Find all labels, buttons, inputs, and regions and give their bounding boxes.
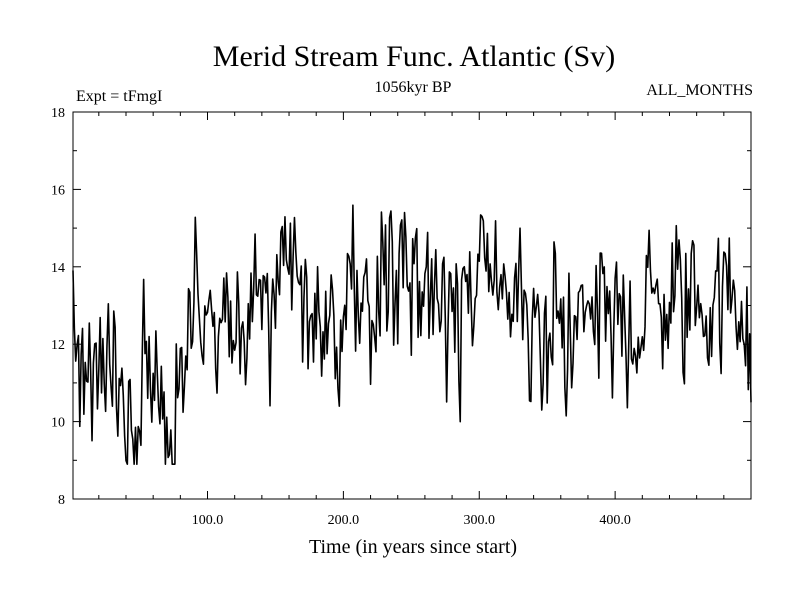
period-label: 1056kyr BP [375, 79, 452, 96]
x-tick-label: 100.0 [192, 513, 224, 528]
experiment-label: Expt = tFmgI [76, 88, 162, 105]
chart-title: Merid Stream Func. Atlantic (Sv) [213, 40, 615, 73]
series-line [72, 204, 752, 465]
x-tick-label: 300.0 [464, 513, 496, 528]
plot-frame [72, 111, 752, 500]
y-tick-label: 10 [51, 416, 65, 431]
x-tick-label: 200.0 [328, 513, 360, 528]
x-axis-label: Time (in years since start) [309, 536, 517, 558]
y-tick-label: 18 [51, 106, 65, 121]
x-tick-label: 400.0 [599, 513, 631, 528]
tick-labels: 8 10 12 14 16 18 100.0 200.0 300.0 400.0 [51, 106, 631, 528]
y-tick-label: 14 [51, 261, 65, 276]
y-tick-label: 16 [51, 183, 65, 198]
months-label: ALL_MONTHS [646, 82, 753, 99]
plot-area [72, 204, 752, 465]
y-tick-label: 8 [58, 493, 65, 508]
y-tick-label: 12 [51, 338, 65, 353]
